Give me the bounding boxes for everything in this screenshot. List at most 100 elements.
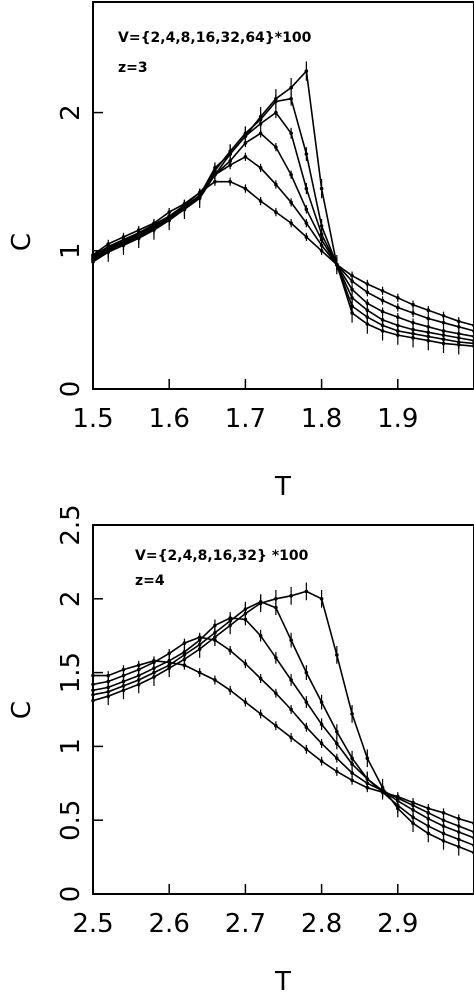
data-point [396,305,400,310]
data-point [106,694,111,699]
data-point [441,313,446,318]
data-point [121,667,126,672]
data-point [289,85,293,90]
data-point [289,735,293,740]
data-point [411,302,415,307]
data-point [274,182,278,187]
data-point [350,771,354,775]
series-line [92,155,474,332]
series-4 [91,594,474,853]
data-point [304,221,309,225]
data-point [274,597,278,601]
data-point [319,759,324,763]
data-point [213,172,217,177]
data-point [167,651,171,656]
series-2 [91,632,474,837]
data-point [426,338,431,343]
data-point [304,235,309,239]
data-point [350,273,354,278]
data-point [319,722,324,727]
data-point [319,597,324,601]
annotation-volumes: V={2,4,8,16,32,64}*100 [118,30,312,46]
data-point [380,309,385,314]
data-point [152,675,156,679]
data-point [121,243,126,248]
data-point [228,152,232,156]
data-point [411,320,415,325]
data-point [456,816,461,821]
data-point [456,325,461,329]
data-point [243,661,248,666]
y-axis-label: C [7,701,37,719]
series-line [92,590,474,854]
data-point [380,298,385,303]
data-point [319,243,324,248]
series-line [92,617,474,839]
data-point [304,186,309,191]
data-point [396,806,400,811]
series-3 [91,612,474,844]
data-point [243,134,248,138]
data-point [441,341,446,346]
data-point [380,329,385,333]
data-point [319,700,324,704]
series-1 [91,656,474,828]
data-point [350,778,354,783]
data-point [289,638,293,642]
data-point [274,723,278,728]
series-5 [91,91,474,351]
data-point [335,769,339,774]
data-point [197,196,202,201]
annotation-z: z=3 [118,60,148,76]
series-group [91,582,474,862]
x-tick-label: 2.8 [301,909,342,939]
data-point [380,785,385,790]
series-3 [91,129,474,341]
data-point [319,224,324,228]
data-point [228,688,232,693]
data-point [456,319,461,324]
x-tick-label: 1.5 [72,404,113,434]
data-point [350,279,354,283]
x-tick-label: 1.6 [149,404,190,434]
data-point [258,676,263,681]
data-point [258,114,263,119]
x-tick-label: 2.9 [377,909,418,939]
y-tick-label: 2 [56,104,86,121]
data-point [335,262,339,267]
chart-panel-top: V={2,4,8,16,32,64}*100 z=3 C T 1.5 1.6 1.7… [7,1,474,502]
data-point [365,301,370,306]
y-tick-label: 0 [56,381,86,398]
data-point [319,248,324,253]
data-point [213,635,217,639]
data-point [350,295,354,300]
data-point [274,691,278,696]
data-point [350,712,354,716]
data-point [136,682,141,687]
data-point [228,648,232,653]
series-line [92,600,474,847]
x-tick-label: 2.5 [72,909,113,939]
series-1 [91,177,474,330]
data-point [319,741,324,746]
annotation-z: z=4 [135,573,165,589]
data-point [197,670,202,675]
data-point [335,741,339,746]
data-point [380,289,385,293]
y-tick-label: 2 [56,591,86,608]
data-point [182,641,187,645]
y-tick-label: 0.5 [56,800,86,841]
data-point [396,315,400,319]
data-point [350,756,354,761]
data-point [274,110,278,115]
data-point [335,653,339,657]
x-axis-label: T [274,967,291,997]
data-point [258,601,263,606]
data-point [91,698,95,703]
y-tick-label: 1 [56,243,86,260]
series-line [92,111,474,342]
data-point [182,657,187,662]
data-point [258,633,263,638]
series-line [92,180,474,327]
series-2 [91,152,474,336]
